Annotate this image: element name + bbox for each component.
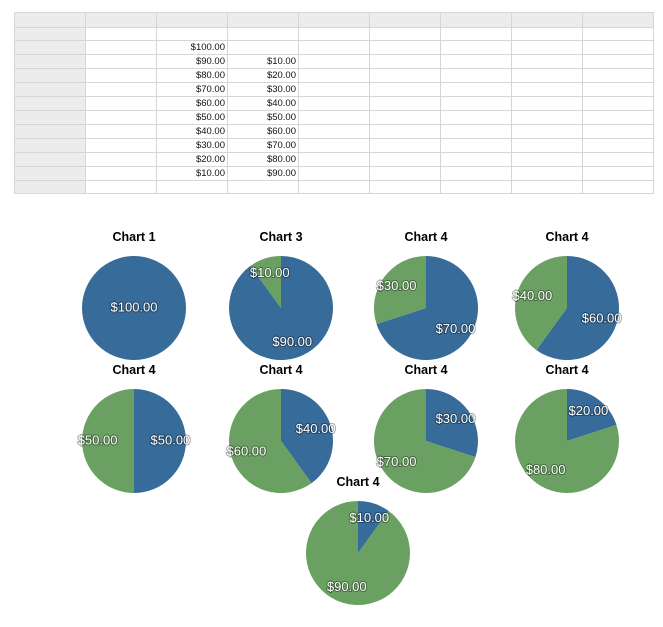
pie-chart: Chart 3 $90.00 $10.00 xyxy=(229,230,334,361)
pie-slice xyxy=(250,256,281,308)
table-row: $100.00 xyxy=(14,40,654,55)
table-row: $40.00 $60.00 xyxy=(14,124,654,139)
pie-chart: Chart 4 $30.00 $70.00 xyxy=(374,363,478,493)
table-row: $70.00 $30.00 xyxy=(14,82,654,97)
spreadsheet-grid: $100.00 $90.00 $10.00 $80.00 $20.00 $70.00 $30… xyxy=(14,12,654,194)
column-header[interactable] xyxy=(14,12,86,28)
data-label: $50.00 xyxy=(78,432,118,447)
chart-title: Chart 4 xyxy=(545,230,588,244)
chart-title: Chart 4 xyxy=(112,363,155,377)
column-header[interactable] xyxy=(582,12,654,28)
data-label: $20.00 xyxy=(569,403,609,418)
pie-slice xyxy=(536,256,620,360)
chart-title: Chart 4 xyxy=(404,363,447,377)
pie-chart: Chart 4 $40.00 $60.00 xyxy=(225,363,337,493)
pie-chart: Chart 4 $10.00 $90.00 xyxy=(306,475,410,605)
table-row xyxy=(14,180,654,194)
chart-title: Chart 1 xyxy=(112,230,155,244)
row-header[interactable] xyxy=(14,180,86,194)
data-label: $70.00 xyxy=(436,321,476,336)
row-header[interactable] xyxy=(14,27,86,41)
row-header[interactable] xyxy=(14,166,86,181)
data-label: $30.00 xyxy=(377,278,417,293)
chart-title: Chart 4 xyxy=(404,230,447,244)
chart-title: Chart 4 xyxy=(336,475,379,489)
pie-slice xyxy=(281,389,333,484)
row-header[interactable] xyxy=(14,124,86,139)
chart-title: Chart 3 xyxy=(259,230,302,244)
pie-slice xyxy=(229,256,334,361)
row-header[interactable] xyxy=(14,110,86,125)
column-header[interactable] xyxy=(85,12,157,28)
chart-title: Chart 4 xyxy=(545,363,588,377)
data-label: $60.00 xyxy=(226,444,266,459)
column-header[interactable] xyxy=(511,12,583,28)
pie-chart: Chart 4 $50.00 $50.00 xyxy=(77,363,191,493)
chart-title: Chart 4 xyxy=(259,363,302,377)
pie-chart: Chart 4 $70.00 $30.00 xyxy=(374,230,478,360)
pie-slice xyxy=(134,389,186,493)
pie-slice xyxy=(306,501,410,605)
pie-slice xyxy=(228,389,312,493)
pie-slice xyxy=(376,256,478,360)
pie-slice xyxy=(374,389,476,493)
data-label: $60.00 xyxy=(582,311,622,326)
data-label: $70.00 xyxy=(377,454,417,469)
column-header-row xyxy=(14,12,654,28)
pie-slice xyxy=(82,389,134,493)
data-label: $80.00 xyxy=(526,462,566,477)
column-header[interactable] xyxy=(156,12,228,28)
data-label: $40.00 xyxy=(512,288,552,303)
table-row: $90.00 $10.00 xyxy=(14,54,654,69)
row-header[interactable] xyxy=(14,138,86,153)
pie-slice xyxy=(515,256,567,351)
pie-slice xyxy=(426,389,478,458)
cell[interactable] xyxy=(582,180,654,194)
data-label: $90.00 xyxy=(272,334,312,349)
pie-chart: Chart 4 $20.00 $80.00 xyxy=(515,363,619,494)
pie-slice xyxy=(358,501,389,553)
pie-chart: Chart 4 $60.00 $40.00 xyxy=(511,230,623,360)
pie-slice xyxy=(515,389,619,494)
data-label: $10.00 xyxy=(250,265,290,280)
table-row: $50.00 $50.00 xyxy=(14,110,654,125)
row-header[interactable] xyxy=(14,40,86,55)
data-label: $50.00 xyxy=(151,432,191,447)
column-header[interactable] xyxy=(369,12,441,28)
data-label: $40.00 xyxy=(296,421,336,436)
data-label: $10.00 xyxy=(349,510,389,525)
data-label: $30.00 xyxy=(436,411,476,426)
pie-slice xyxy=(374,256,426,325)
pie-slice xyxy=(82,256,186,360)
pie-chart: Chart 1 $100.00 xyxy=(82,230,186,360)
pie-slice xyxy=(567,389,617,441)
data-label: $100.00 xyxy=(111,299,158,314)
data-label: $90.00 xyxy=(327,579,367,594)
